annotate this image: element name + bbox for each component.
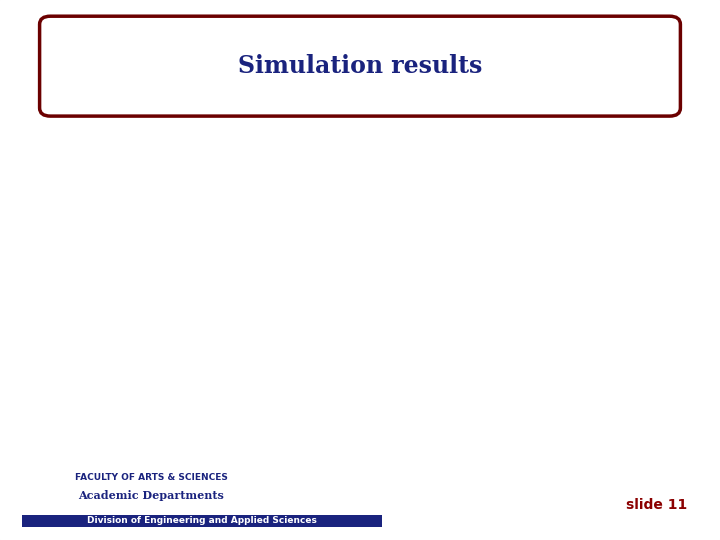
- Text: ITERATION 25: ITERATION 25: [225, 164, 252, 228]
- Bar: [22, 515, 382, 526]
- Y-axis label: BER: BER: [61, 285, 84, 295]
- Text: Simulation results: Simulation results: [238, 54, 482, 78]
- FancyBboxPatch shape: [40, 16, 680, 116]
- Text: KNOWN TIMING: KNOWN TIMING: [184, 152, 210, 217]
- Text: FACULTY OF ARTS & SCIENCES: FACULTY OF ARTS & SCIENCES: [75, 474, 228, 482]
- Text: ITERATION 10: ITERATION 10: [313, 166, 348, 229]
- X-axis label: SNR PER BIT, $E_b / N_0$  (dB): SNR PER BIT, $E_b / N_0$ (dB): [336, 463, 464, 477]
- Text: Division of Engineering and Applied Sciences: Division of Engineering and Applied Scie…: [86, 516, 317, 525]
- Text: slide 11: slide 11: [626, 498, 688, 512]
- Text: Academic Departments: Academic Departments: [78, 490, 224, 501]
- Text: (CONVENTIONAL, ITERATION 25): (CONVENTIONAL, ITERATION 25): [308, 70, 402, 199]
- Text: ITERATION 1: ITERATION 1: [541, 162, 599, 193]
